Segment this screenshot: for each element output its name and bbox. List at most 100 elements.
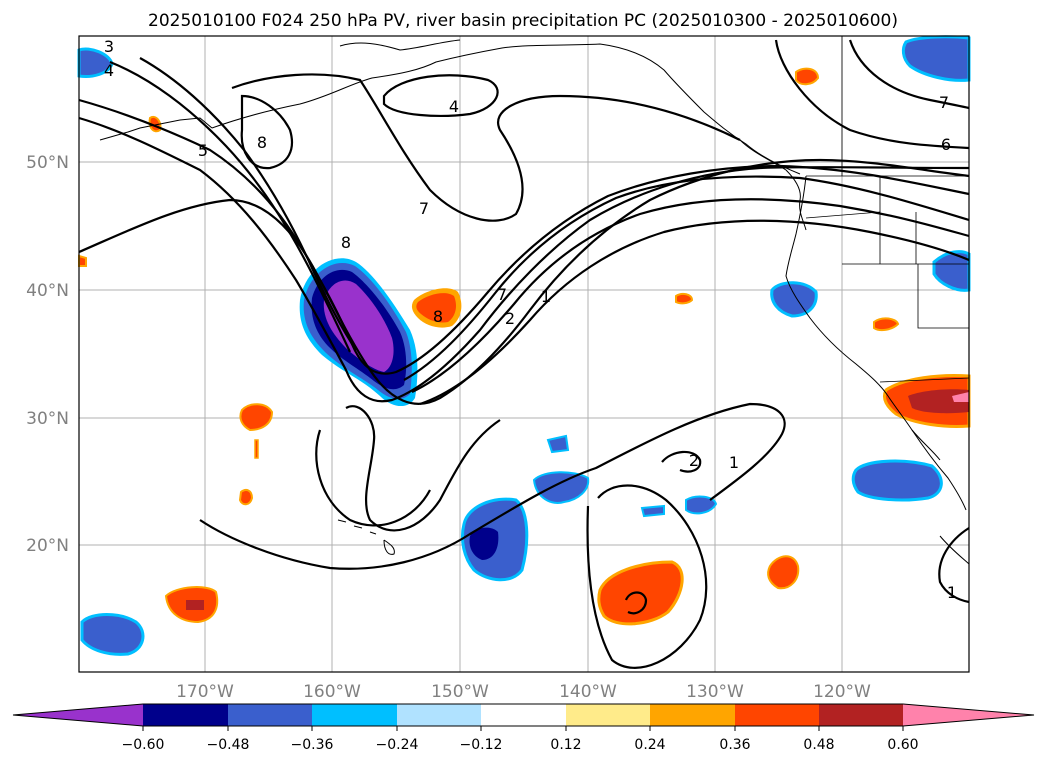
contour-label: 2 xyxy=(689,451,699,470)
lon-label-130w: 130°W xyxy=(686,682,744,702)
figure-title: 2025010100 F024 250 hPa PV, river basin … xyxy=(148,11,898,31)
alaska-coast xyxy=(211,43,801,175)
colorbar-segment xyxy=(819,704,903,726)
lat-label-20n: 20°N xyxy=(26,536,69,556)
contour-se-1 xyxy=(938,527,970,604)
lon-label-170w: 170°W xyxy=(176,682,234,702)
colorbar-label: 0.12 xyxy=(550,737,581,753)
precip-pos-socal-core xyxy=(908,389,969,414)
colorbar-ticks xyxy=(142,726,904,731)
latitude-labels: 50°N 40°N 30°N 20°N xyxy=(26,153,69,556)
colorbar-segment xyxy=(143,704,228,726)
precip-neg-sw xyxy=(80,613,145,656)
bc-coast xyxy=(739,139,807,231)
precip-pos-tiny-b xyxy=(873,317,900,332)
borders xyxy=(805,36,970,383)
pv-contours xyxy=(78,39,970,669)
precip-neg-ne xyxy=(901,35,971,82)
lat-label-40n: 40°N xyxy=(26,281,69,301)
contour-b xyxy=(78,116,970,403)
lon-label-140w: 140°W xyxy=(559,682,617,702)
precip-neg-baja xyxy=(851,459,943,502)
colorbar: −0.60 −0.48 −0.36 −0.24 −0.12 0.12 0.24 … xyxy=(12,703,1035,753)
contour-c xyxy=(78,98,970,375)
contour-7-north xyxy=(231,73,741,222)
colorbar-label: −0.36 xyxy=(291,737,334,753)
colorbar-segment xyxy=(228,704,312,726)
contour-label: 8 xyxy=(257,133,267,152)
colorbar-segments xyxy=(13,704,1034,726)
precip-neg-small-c xyxy=(685,495,718,515)
contour-south-loop xyxy=(345,405,501,532)
precip-pos-sw-core xyxy=(186,600,204,610)
precip-neg-nw xyxy=(77,47,114,78)
precip-pos-150w-core xyxy=(416,293,456,323)
colorbar-label: 0.36 xyxy=(719,737,750,753)
contour-6-ne xyxy=(774,39,970,150)
contour-south-small xyxy=(661,450,702,473)
mexico-coast xyxy=(939,535,970,565)
contour-label: 8 xyxy=(433,307,443,326)
contour-label: 1 xyxy=(947,583,957,602)
precip-pos-tiny-e xyxy=(78,254,87,267)
precip-neg-small-a xyxy=(532,471,590,504)
lat-label-30n: 30°N xyxy=(26,409,69,429)
contour-label: 3 xyxy=(104,37,114,56)
colorbar-label: 0.24 xyxy=(634,737,665,753)
contour-label: 5 xyxy=(198,141,208,160)
contour-label: 1 xyxy=(541,287,551,306)
colorbar-label: −0.12 xyxy=(460,737,503,753)
contour-south-1 xyxy=(199,402,786,570)
contour-label: 7 xyxy=(939,93,949,112)
contour-e xyxy=(139,57,357,351)
contour-h xyxy=(419,219,970,406)
colorbar-label: −0.24 xyxy=(376,737,419,753)
hawaii-islands xyxy=(337,519,395,555)
lat-label-50n: 50°N xyxy=(26,153,69,173)
precip-neg-main-core xyxy=(323,280,394,372)
precip-neg-coast xyxy=(770,281,818,318)
colorbar-segment xyxy=(481,704,566,726)
contour-label: 1 xyxy=(729,453,739,472)
colorbar-label: 0.48 xyxy=(803,737,834,753)
contour-south-3 xyxy=(586,484,708,669)
precip-neg-small-d xyxy=(640,504,665,518)
contour-8-north xyxy=(240,94,294,170)
colorbar-segment xyxy=(312,704,397,726)
colorbar-label: 0.60 xyxy=(887,737,918,753)
contour-f xyxy=(403,175,970,381)
lon-label-120w: 120°W xyxy=(813,682,871,702)
precip-pos-170w xyxy=(239,403,274,432)
precip-pos-small-b xyxy=(254,439,259,459)
precip-pos-se xyxy=(767,555,800,590)
colorbar-label: −0.60 xyxy=(122,737,165,753)
lon-label-150w: 150°W xyxy=(431,682,489,702)
precip-pos-socal-pink xyxy=(952,392,969,402)
contour-7-ne xyxy=(848,39,970,110)
longitude-labels: 170°W 160°W 150°W 140°W 130°W 120°W xyxy=(176,682,871,702)
colorbar-label: −0.48 xyxy=(207,737,250,753)
contour-label: 7 xyxy=(419,199,429,218)
precip-pos-tiny-a xyxy=(795,67,820,86)
precip-pos-small-a xyxy=(238,489,254,506)
precip-neg-small-b xyxy=(546,434,570,454)
contour-closed-4 xyxy=(382,74,499,117)
contour-label: 4 xyxy=(104,61,114,80)
colorbar-segment xyxy=(566,704,650,726)
contour-label: 6 xyxy=(941,135,951,154)
contour-d xyxy=(109,60,351,353)
map-frame xyxy=(78,35,970,673)
contour-label: 8 xyxy=(341,233,351,252)
contour-south-core xyxy=(624,591,648,615)
contour-label: 4 xyxy=(449,97,459,116)
graticule xyxy=(79,36,969,672)
colorbar-segment xyxy=(397,704,481,726)
contour-label: 7 xyxy=(497,285,507,304)
baja-peninsula xyxy=(911,429,967,511)
colorbar-extend-min xyxy=(13,704,143,726)
contour-g xyxy=(411,198,970,393)
colorbar-labels: −0.60 −0.48 −0.36 −0.24 −0.12 0.12 0.24 … xyxy=(122,737,919,753)
precip-pos-tiny-c xyxy=(675,292,694,305)
contour-label: 2 xyxy=(505,309,515,328)
colorbar-segment xyxy=(735,704,819,726)
